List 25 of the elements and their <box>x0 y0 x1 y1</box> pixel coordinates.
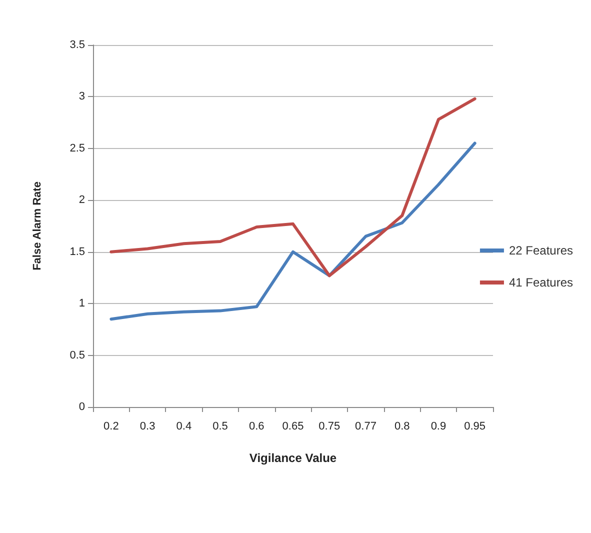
line-series <box>110 142 476 321</box>
x-tick-label: 0.5 <box>212 420 228 432</box>
y-tick-label: 1 <box>78 298 85 310</box>
legend-label: 22 Features <box>508 244 574 258</box>
x-tick-label: 0.8 <box>394 420 410 432</box>
x-tick-label: 0.75 <box>318 420 340 432</box>
x-axis-title: Vigilance Value <box>249 451 337 465</box>
y-tick-label: 0 <box>78 401 85 413</box>
y-tick-label: 0.5 <box>70 349 85 362</box>
x-tick-label: 0.77 <box>355 420 376 432</box>
x-tick-label: 0.9 <box>430 420 446 432</box>
x-tick-label: 0.4 <box>176 420 192 432</box>
x-tick-label: 0.2 <box>104 420 119 432</box>
x-tick-label: 0.95 <box>464 420 486 432</box>
line-series <box>110 97 476 278</box>
y-tick-label: 2 <box>78 194 85 206</box>
y-tick-label: 1.5 <box>70 246 85 258</box>
x-tick-label: 0.3 <box>140 420 156 432</box>
y-tick-label: 3 <box>78 90 85 103</box>
x-tick-label: 0.6 <box>248 420 264 432</box>
x-tick-label: 0.65 <box>282 420 304 432</box>
y-tick-label: 2.5 <box>70 142 85 154</box>
y-tick-label: 3.5 <box>70 39 85 51</box>
legend-label: 41 Features <box>508 276 574 290</box>
y-axis-title: False Alarm Rate <box>32 182 44 270</box>
